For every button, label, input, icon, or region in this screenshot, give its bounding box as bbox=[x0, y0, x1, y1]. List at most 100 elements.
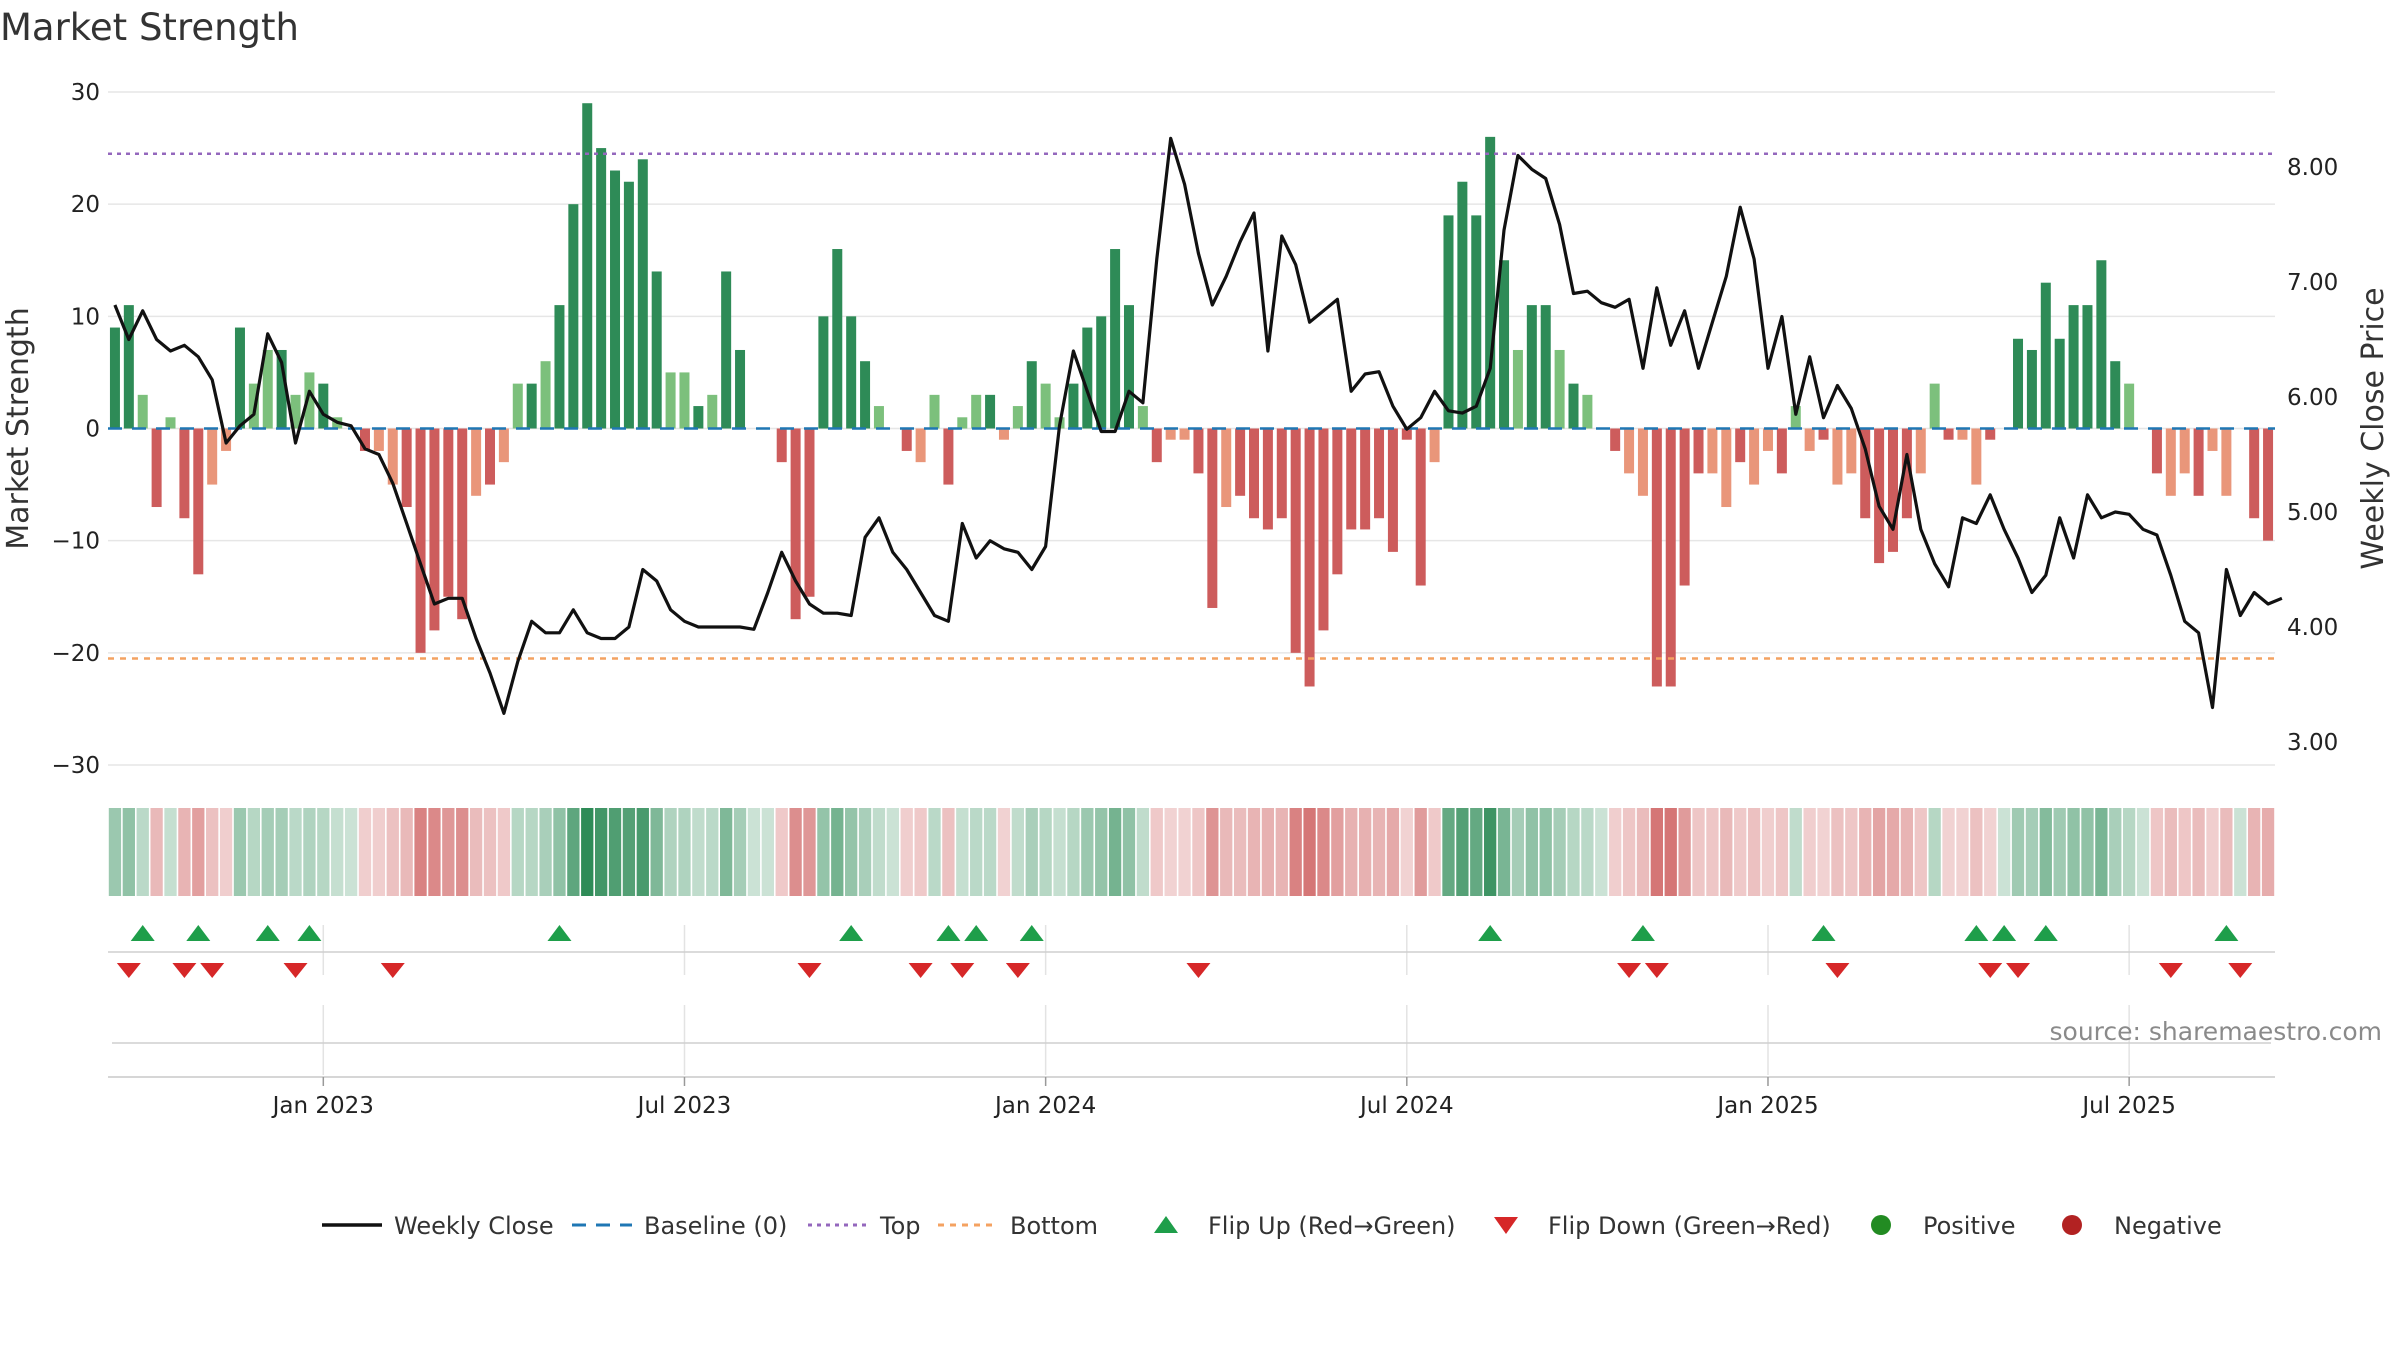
heat-cell bbox=[1247, 808, 1261, 896]
heat-cell bbox=[1706, 808, 1719, 896]
heat-cell bbox=[650, 808, 663, 896]
heat-cell bbox=[775, 808, 788, 896]
heat-cell bbox=[1122, 808, 1136, 896]
strength-bar bbox=[1387, 428, 1398, 552]
strength-bar bbox=[1110, 249, 1121, 429]
heat-cell bbox=[2053, 808, 2066, 896]
strength-bar bbox=[1512, 349, 1523, 429]
heat-cell bbox=[1470, 808, 1483, 896]
flip-markers bbox=[108, 925, 2275, 978]
heat-cell bbox=[372, 808, 386, 896]
heat-cell bbox=[622, 808, 636, 896]
heat-cell bbox=[1261, 808, 1275, 896]
heat-cell bbox=[136, 808, 149, 896]
heat-cell bbox=[1372, 808, 1386, 896]
heat-cell bbox=[1345, 808, 1358, 896]
heat-cell bbox=[928, 808, 941, 896]
legend-item-flip_up: Flip Up (Red→Green) bbox=[1154, 1212, 1456, 1240]
heat-cell bbox=[233, 808, 247, 896]
flip-up-marker bbox=[1964, 925, 1989, 941]
heat-cell bbox=[1720, 808, 1733, 896]
strength-bar bbox=[2193, 428, 2204, 496]
heat-cell bbox=[1095, 808, 1108, 896]
heat-cell bbox=[1386, 808, 1400, 896]
strength-bar bbox=[1082, 327, 1093, 429]
strength-bar bbox=[512, 383, 523, 429]
strength-bar bbox=[359, 428, 370, 451]
legend-item-flip_down: Flip Down (Green→Red) bbox=[1494, 1212, 1831, 1240]
strength-bar bbox=[540, 361, 551, 429]
x-tick-label: Jul 2025 bbox=[2080, 1093, 2176, 1119]
heat-cell bbox=[1178, 808, 1191, 896]
heat-cell bbox=[1442, 808, 1455, 896]
flip-down-marker bbox=[1825, 963, 1850, 978]
legend-swatch bbox=[1494, 1217, 1518, 1234]
heat-cell bbox=[664, 808, 677, 896]
legend-label: Flip Up (Red→Green) bbox=[1208, 1212, 1456, 1240]
strength-bar bbox=[1693, 428, 1704, 474]
strength-bar bbox=[1318, 428, 1329, 631]
strength-bar bbox=[1221, 428, 1232, 508]
heat-cell bbox=[1358, 808, 1372, 896]
heat-cell bbox=[1581, 808, 1594, 896]
heat-cell bbox=[1067, 808, 1080, 896]
y-tick-label: 10 bbox=[71, 304, 100, 330]
heat-cell bbox=[1011, 808, 1025, 896]
legend-item-bottom: Bottom bbox=[938, 1212, 1098, 1240]
strength-bar bbox=[2179, 428, 2190, 474]
y-tick-label: −10 bbox=[51, 529, 100, 555]
strength-bar bbox=[304, 372, 315, 429]
heat-cell bbox=[1595, 808, 1608, 896]
strength-bar bbox=[596, 148, 607, 429]
heat-cell bbox=[1275, 808, 1288, 896]
x-tick-label: Jul 2024 bbox=[1358, 1093, 1454, 1119]
heat-cell bbox=[983, 808, 997, 896]
heat-cell bbox=[1150, 808, 1163, 896]
strength-bar bbox=[1985, 428, 1996, 440]
x-tick-label: Jan 2024 bbox=[993, 1093, 1096, 1119]
strength-bar bbox=[1804, 428, 1815, 451]
heat-cell bbox=[1317, 808, 1330, 896]
strength-bar bbox=[818, 316, 829, 429]
strength-bar bbox=[1262, 428, 1273, 530]
heat-cell bbox=[761, 808, 774, 896]
y-tick-label: 30 bbox=[71, 80, 100, 106]
y2-tick-label: 7.00 bbox=[2287, 270, 2338, 296]
heat-cell bbox=[1928, 808, 1941, 896]
strength-bar bbox=[2082, 305, 2093, 429]
heat-cell bbox=[358, 808, 372, 896]
strength-bar bbox=[693, 406, 704, 429]
heat-cell bbox=[1220, 808, 1233, 896]
strength-bar bbox=[776, 428, 787, 463]
heat-cell bbox=[303, 808, 316, 896]
heat-cell bbox=[1622, 808, 1636, 896]
flip-up-marker bbox=[1630, 925, 1655, 941]
heat-cell bbox=[2122, 808, 2136, 896]
heat-cell bbox=[1984, 808, 1997, 896]
flip-up-marker bbox=[2214, 925, 2239, 941]
strength-bar bbox=[1915, 428, 1926, 474]
heat-cell bbox=[2261, 808, 2275, 896]
heat-cell bbox=[1511, 808, 1525, 896]
heat-cell bbox=[1734, 808, 1747, 896]
heat-cell bbox=[2025, 808, 2039, 896]
strength-bar bbox=[2026, 349, 2037, 429]
strength-bar bbox=[873, 406, 884, 429]
heat-cell bbox=[581, 808, 594, 896]
strength-bar bbox=[2207, 428, 2218, 451]
heat-cell bbox=[511, 808, 524, 896]
heat-cell bbox=[997, 808, 1011, 896]
strength-bar bbox=[1943, 428, 1954, 440]
heat-cell bbox=[469, 808, 483, 896]
legend-swatch bbox=[1871, 1215, 1891, 1235]
heat-cell bbox=[2039, 808, 2052, 896]
strength-bar bbox=[804, 428, 815, 597]
x-tick-label: Jan 2023 bbox=[271, 1093, 374, 1119]
strength-bar bbox=[1443, 215, 1454, 429]
strength-bar bbox=[137, 394, 148, 429]
heat-cell bbox=[1845, 808, 1858, 896]
heat-cell bbox=[1136, 808, 1150, 896]
strength-bar bbox=[1276, 428, 1287, 519]
strength-bar bbox=[109, 327, 120, 429]
